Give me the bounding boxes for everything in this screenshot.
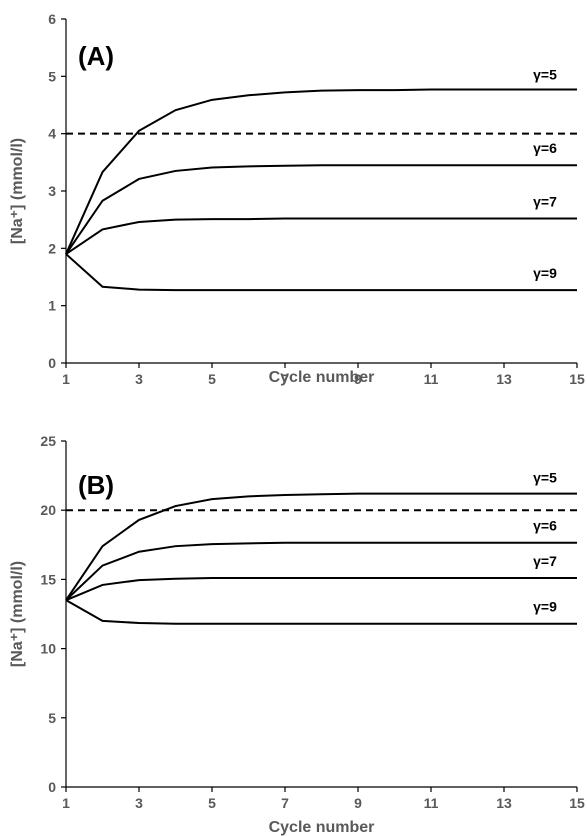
series-label: γ=5 (533, 470, 557, 486)
x-axis-title: Cycle number (269, 819, 375, 836)
x-tick-label: 15 (569, 371, 585, 387)
series-label: γ=6 (533, 140, 557, 156)
y-tick-label: 1 (48, 298, 56, 314)
x-tick-label: 1 (62, 795, 70, 811)
series-label: γ=5 (533, 67, 557, 83)
y-tick-label: 2 (48, 240, 56, 256)
x-tick-label: 7 (281, 371, 289, 387)
y-axis-title: [Na⁺] (mmol/l) (9, 561, 26, 667)
y-tick-label: 5 (48, 710, 56, 726)
x-tick-label: 3 (135, 371, 143, 387)
series-label: γ=7 (533, 553, 557, 569)
y-tick-label: 6 (48, 11, 56, 27)
x-tick-label: 5 (208, 371, 216, 387)
series-line (65, 599, 577, 625)
x-tick-label: 9 (354, 795, 362, 811)
y-tick-label: 15 (40, 571, 56, 587)
series-label: γ=7 (533, 194, 557, 210)
y-tick-label: 20 (40, 502, 56, 518)
y-axis-title: [Na⁺] (mmol/l) (9, 138, 26, 244)
x-axis-title: Cycle number (269, 369, 375, 386)
x-tick-label: 3 (135, 795, 143, 811)
y-tick-label: 4 (48, 126, 56, 142)
series-line (65, 541, 577, 601)
x-tick-label: 7 (281, 795, 289, 811)
x-tick-label: 1 (62, 371, 70, 387)
y-tick-label: 0 (48, 355, 56, 371)
y-tick-label: 25 (40, 433, 56, 449)
y-tick-label: 10 (40, 641, 56, 657)
series-line (65, 577, 577, 602)
x-tick-label: 13 (496, 371, 512, 387)
panel-label: (B) (78, 470, 114, 500)
series-label: γ=6 (533, 518, 557, 534)
series-label: γ=9 (533, 599, 557, 615)
x-tick-label: 11 (424, 371, 439, 387)
series-line (65, 164, 577, 255)
y-tick-label: 5 (48, 68, 56, 84)
x-tick-label: 15 (569, 795, 585, 811)
series-label: γ=9 (533, 265, 557, 281)
x-tick-label: 13 (496, 795, 512, 811)
series-line (65, 88, 577, 255)
x-tick-label: 9 (354, 371, 362, 387)
series-line (65, 217, 577, 255)
series-line (65, 492, 577, 601)
y-tick-label: 3 (48, 183, 56, 199)
y-tick-label: 0 (48, 779, 56, 795)
panel-label: (A) (78, 41, 114, 71)
series-line (65, 253, 577, 292)
x-tick-label: 5 (208, 795, 216, 811)
x-tick-label: 11 (424, 795, 439, 811)
